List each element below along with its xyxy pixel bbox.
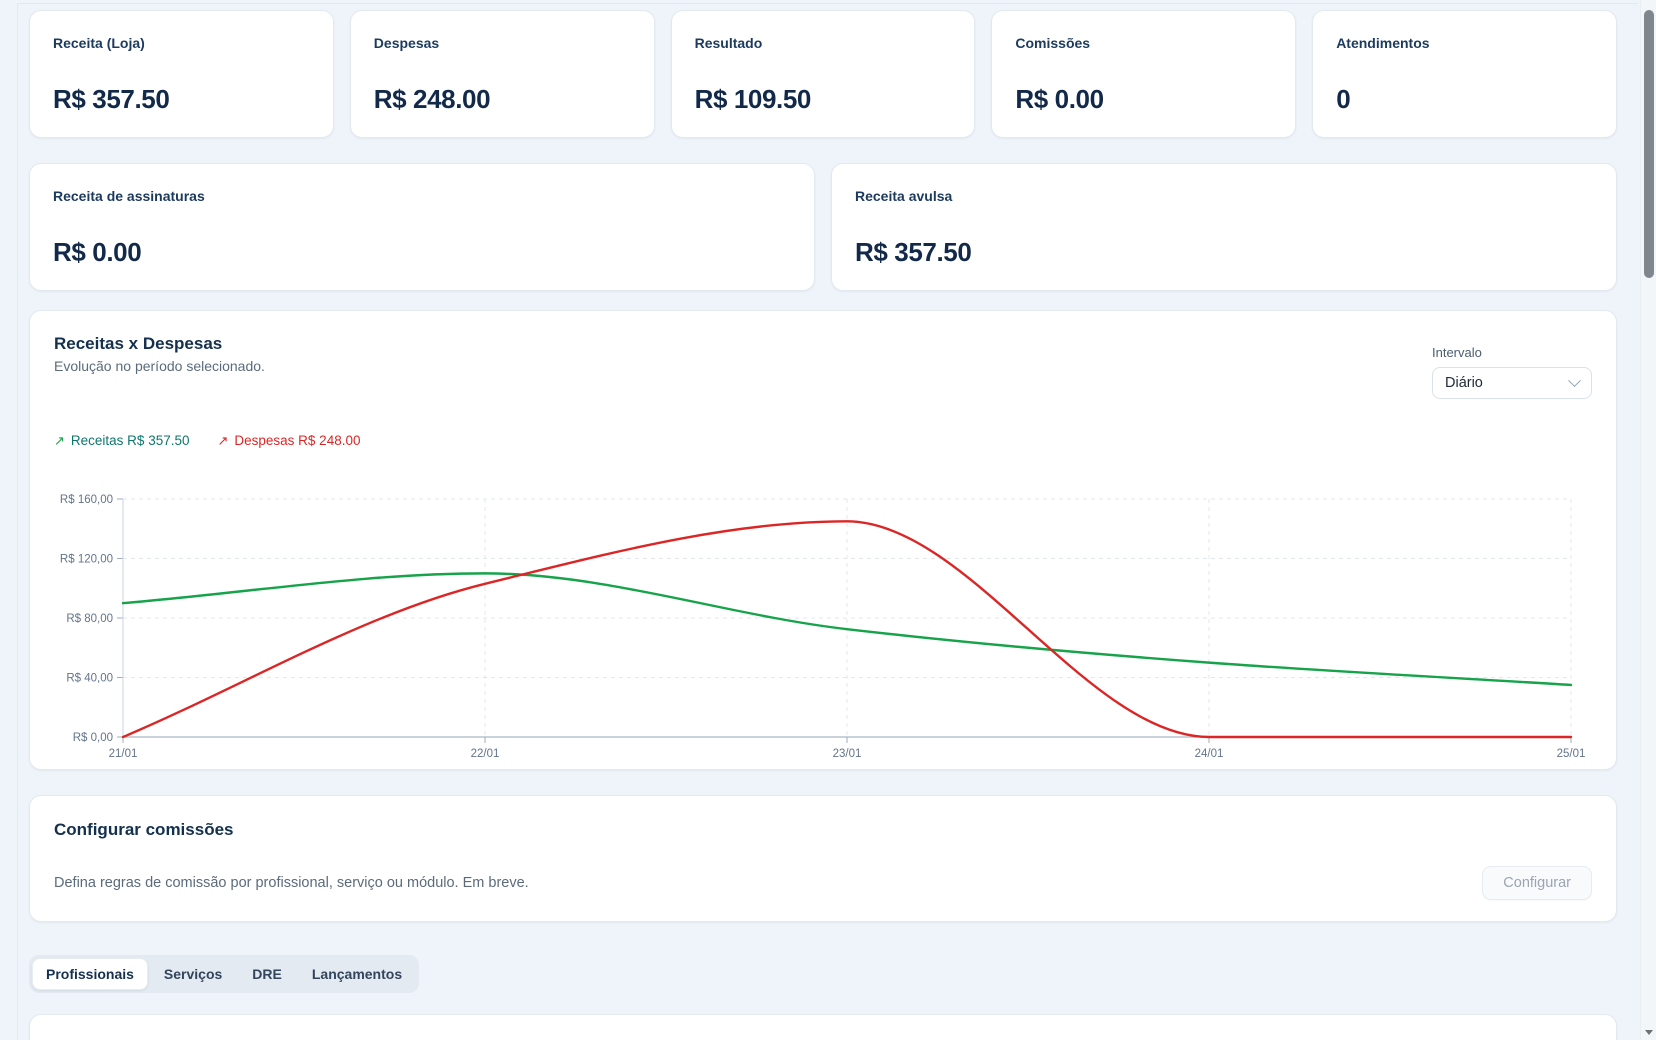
- scrollbar-thumb[interactable]: [1644, 10, 1654, 278]
- stat-value: R$ 357.50: [53, 84, 170, 114]
- tab-lancamentos[interactable]: Lançamentos: [311, 966, 403, 982]
- svg-text:R$ 0,00: R$ 0,00: [73, 732, 113, 744]
- commissions-description: Defina regras de comissão por profission…: [54, 875, 529, 891]
- tab-servicos[interactable]: Serviços: [163, 966, 223, 982]
- stat-value: R$ 357.50: [855, 237, 972, 267]
- legend-label: Despesas R$ 248.00: [234, 432, 361, 448]
- trend-up-icon: ↗: [217, 432, 229, 448]
- stat-value: R$ 0.00: [53, 237, 142, 267]
- tab-content-card: [29, 1014, 1617, 1040]
- tab-profissionais[interactable]: Profissionais: [32, 958, 148, 990]
- scroll-down-arrow-icon[interactable]: [1645, 1030, 1653, 1035]
- chart-subtitle: Evolução no período selecionado.: [54, 358, 265, 374]
- stat-label: Comissões: [1015, 35, 1091, 51]
- svg-text:24/01: 24/01: [1195, 748, 1224, 760]
- svg-text:R$ 120,00: R$ 120,00: [60, 554, 113, 566]
- svg-text:R$ 40,00: R$ 40,00: [66, 673, 113, 685]
- stats-row-1: Receita (Loja) R$ 357.50 Despesas R$ 248…: [29, 10, 1617, 138]
- stat-label: Atendimentos: [1336, 35, 1430, 51]
- receitas-line: [121, 572, 1573, 687]
- legend-label: Receitas R$ 357.50: [70, 432, 190, 448]
- stat-label: Receita de assinaturas: [53, 188, 205, 204]
- chart-legend: ↗ Receitas R$ 357.50 ↗ Despesas R$ 248.0…: [54, 431, 1592, 449]
- interval-selected-value: Diário: [1445, 375, 1483, 391]
- svg-text:22/01: 22/01: [471, 748, 500, 760]
- svg-text:R$ 80,00: R$ 80,00: [66, 613, 113, 625]
- stat-value: R$ 109.50: [694, 84, 812, 114]
- commissions-row: Defina regras de comissão por profission…: [54, 866, 1592, 900]
- stat-card-receita-loja: Receita (Loja) R$ 357.50: [29, 10, 334, 138]
- chart-plot-area: R$ 0,00 R$ 40,00 R$ 80,00 R$ 120,00 R$ 160,0…: [54, 462, 1592, 762]
- stat-value: R$ 0.00: [1015, 84, 1104, 114]
- top-divider: [17, 3, 1638, 4]
- chart-title: Receitas x Despesas: [54, 334, 223, 353]
- interval-select[interactable]: Diário: [1432, 367, 1592, 399]
- tab-dre[interactable]: DRE: [252, 966, 282, 982]
- chart-title-block: Receitas x Despesas Evolução no período …: [54, 333, 265, 376]
- stat-card-despesas: Despesas R$ 248.00: [349, 10, 655, 138]
- receitas-despesas-card: Receitas x Despesas Evolução no período …: [29, 310, 1617, 770]
- stat-value: 0: [1336, 84, 1351, 114]
- configurar-comissoes-card: Configurar comissões Defina regras de co…: [29, 795, 1617, 922]
- stat-card-atendimentos: Atendimentos 0: [1312, 10, 1617, 138]
- configurar-button[interactable]: Configurar: [1482, 866, 1592, 900]
- stat-label: Receita (Loja): [53, 35, 145, 51]
- left-divider: [17, 3, 18, 1040]
- svg-text:25/01: 25/01: [1557, 748, 1586, 760]
- legend-receitas: ↗ Receitas R$ 357.50: [54, 433, 189, 448]
- commissions-title: Configurar comissões: [54, 820, 234, 839]
- bottom-tabs: Profissionais Serviços DRE Lançamentos: [29, 955, 420, 993]
- svg-text:23/01: 23/01: [833, 748, 862, 760]
- stat-label: Despesas: [373, 35, 440, 51]
- interval-control: Intervalo Diário: [1432, 345, 1592, 399]
- stats-row-2: Receita de assinaturas R$ 0.00 Receita a…: [29, 163, 1617, 291]
- trend-up-icon: ↗: [54, 432, 65, 448]
- receitas-despesas-line-chart: R$ 0,00 R$ 40,00 R$ 80,00 R$ 120,00 R$ 160,0…: [60, 494, 1586, 760]
- interval-label: Intervalo: [1432, 345, 1482, 360]
- stat-label: Receita avulsa: [855, 188, 953, 204]
- dashboard-content: Receita (Loja) R$ 357.50 Despesas R$ 248…: [29, 10, 1617, 1040]
- page-scrollbar: [1640, 0, 1656, 1040]
- chevron-down-icon: [1568, 373, 1581, 387]
- despesas-line: [121, 520, 1573, 739]
- stat-card-receita-avulsa: Receita avulsa R$ 357.50: [831, 163, 1617, 291]
- stat-card-resultado: Resultado R$ 109.50: [670, 10, 976, 138]
- svg-text:R$ 160,00: R$ 160,00: [60, 494, 113, 506]
- legend-despesas: ↗ Despesas R$ 248.00: [217, 433, 360, 448]
- stat-label: Resultado: [694, 35, 763, 51]
- stat-value: R$ 248.00: [373, 84, 491, 114]
- stat-card-comissoes: Comissões R$ 0.00: [991, 10, 1297, 138]
- stat-card-receita-assinaturas: Receita de assinaturas R$ 0.00: [29, 163, 815, 291]
- svg-text:21/01: 21/01: [109, 748, 138, 760]
- chart-header: Receitas x Despesas Evolução no período …: [54, 333, 1592, 399]
